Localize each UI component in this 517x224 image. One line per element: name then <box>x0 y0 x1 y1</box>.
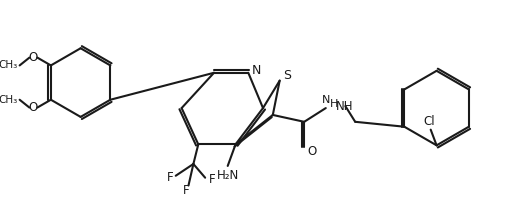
Text: H₂N: H₂N <box>217 169 239 182</box>
Text: N: N <box>322 95 330 105</box>
Text: H: H <box>329 99 338 109</box>
Text: F: F <box>209 173 215 186</box>
Text: F: F <box>166 171 173 184</box>
Text: O: O <box>29 51 38 64</box>
Text: CH₃: CH₃ <box>0 60 18 70</box>
Text: O: O <box>29 101 38 114</box>
Text: N: N <box>251 64 261 77</box>
Text: F: F <box>183 184 190 197</box>
Text: Cl: Cl <box>423 115 435 128</box>
Text: S: S <box>283 69 292 82</box>
Text: NH: NH <box>336 100 353 113</box>
Text: O: O <box>308 145 317 158</box>
Text: CH₃: CH₃ <box>0 95 18 105</box>
